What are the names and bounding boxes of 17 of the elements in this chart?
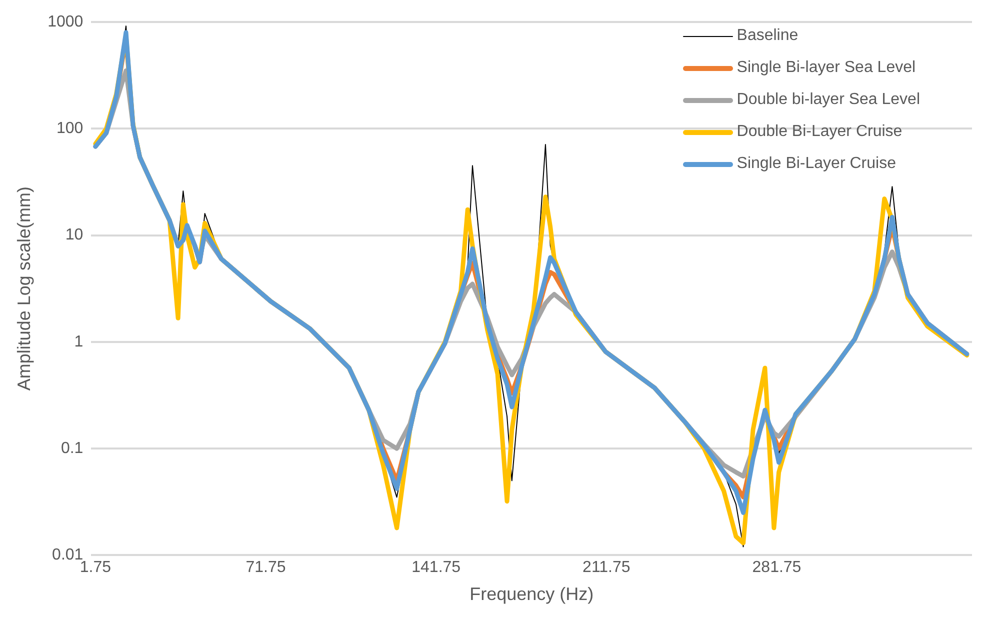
legend-label: Single Bi-layer Sea Level [736,58,916,78]
legend-label: Single Bi-Layer Cruise [736,154,896,174]
legend-label: Double Bi-Layer Cruise [736,122,902,142]
x-axis-title: Frequency (Hz) [470,584,594,604]
x-tick-label: 281.75 [752,559,802,576]
legend-label: Baseline [736,26,798,46]
y-tick-label: 100 [56,120,84,138]
x-tick-label: 141.75 [412,559,461,576]
y-axis-title: Amplitude Log scale(mm) [14,186,34,391]
y-tick-label: 1000 [48,13,84,30]
y-tick-label: 10 [65,226,84,244]
y-tick-label: 0.1 [60,440,84,457]
y-tick-label: 1 [74,333,84,350]
x-tick-label: 1.75 [80,559,112,576]
legend-label: Double bi-layer Sea Level [736,90,920,110]
x-tick-label: 71.75 [246,559,286,576]
x-tick-label: 211.75 [582,559,630,576]
